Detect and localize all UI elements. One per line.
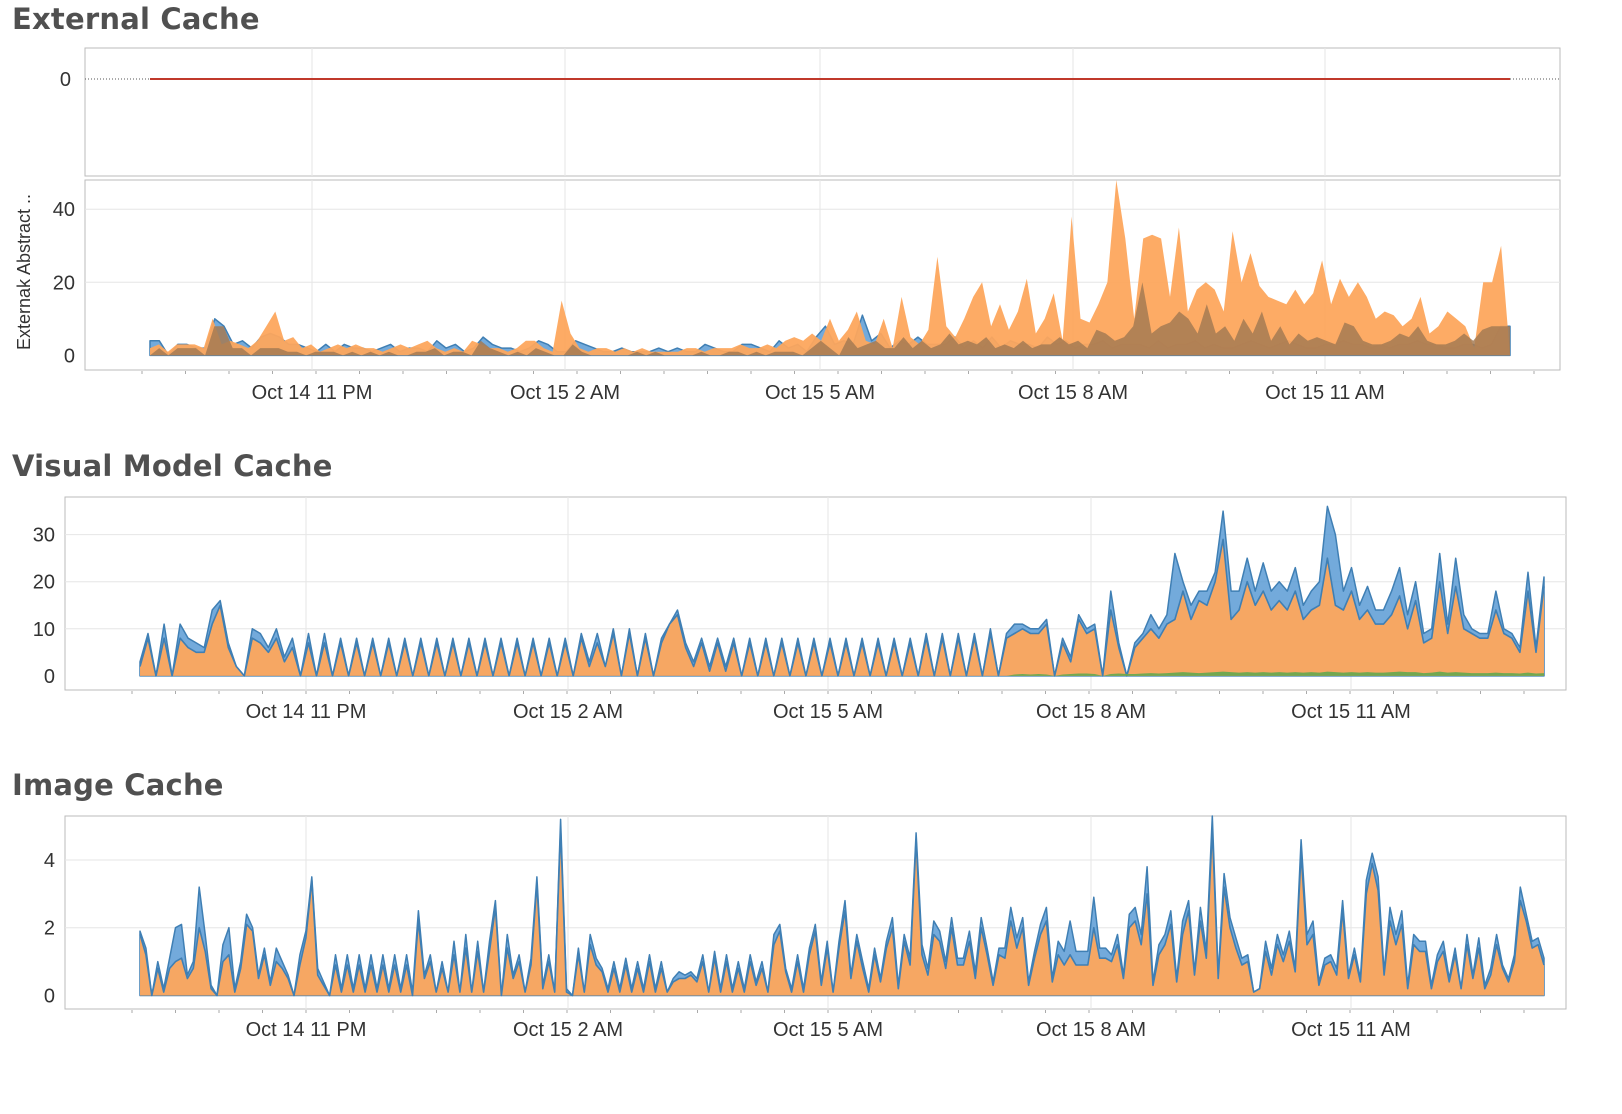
- ext-bottom-x-tick: Oct 14 11 PM: [252, 382, 373, 404]
- visual-model-series-green-area: [140, 671, 1544, 676]
- visual-model-x-tick: Oct 15 8 AM: [1036, 701, 1146, 723]
- image-cache-x-tick: Oct 15 8 AM: [1036, 1019, 1146, 1041]
- image-cache-y-tick: 4: [44, 850, 55, 872]
- ext-bottom-x-tick: Oct 15 2 AM: [510, 382, 620, 404]
- ext-bottom-plot-frame: [84, 179, 1561, 371]
- ext-bottom-series-orange-area: [150, 180, 1510, 356]
- image-cache-x-tick: Oct 14 11 PM: [246, 1019, 367, 1041]
- visual-model-plot-frame: [64, 496, 1567, 691]
- ext-top-y-axis-label: External Ca: [18, 52, 38, 147]
- ext-bottom-x-tick: Oct 15 8 AM: [1018, 382, 1128, 404]
- image-cache-y-tick: 2: [44, 918, 55, 940]
- ext-bottom-x-tick: Oct 15 5 AM: [765, 382, 875, 404]
- section-title-image-cache: Image Cache: [12, 768, 224, 802]
- visual-model-y-tick: 10: [33, 619, 55, 641]
- visual-model-x-tick: Oct 14 11 PM: [246, 701, 367, 723]
- visual-model-x-tick: Oct 15 11 AM: [1291, 701, 1411, 723]
- image-cache-y-tick: 0: [44, 985, 55, 1007]
- section-title-external-cache: External Cache: [12, 2, 260, 36]
- image-cache-x-tick: Oct 15 5 AM: [773, 1019, 883, 1041]
- ext-bottom-series-brown-area: [150, 282, 1510, 356]
- section-title-visual-model-cache: Visual Model Cache: [12, 449, 333, 483]
- image-cache-series-orange-area: [140, 829, 1544, 996]
- ext-bottom-y-tick: 20: [53, 272, 75, 294]
- visual-model-y-tick: 0: [44, 666, 55, 688]
- image-cache-x-tick: Oct 15 2 AM: [513, 1019, 623, 1041]
- visual-model-y-tick: 20: [33, 572, 55, 594]
- image-cache-plot-frame: [64, 815, 1567, 1010]
- ext-top-plot-frame: [84, 47, 1561, 177]
- visual-model-x-tick: Oct 15 5 AM: [773, 701, 883, 723]
- image-cache-series-orange-line: [139, 828, 1545, 997]
- visual-model-x-tick: Oct 15 2 AM: [513, 701, 623, 723]
- visual-model-series-orange-line: [139, 538, 1545, 677]
- ext-bottom-y-tick: 0: [64, 345, 75, 367]
- ext-bottom-y-tick: 40: [53, 199, 75, 221]
- visual-model-y-tick: 30: [33, 525, 55, 547]
- ext-bottom-y-axis-label: Externak Abstract ..: [14, 194, 34, 350]
- visual-model-series-orange-area: [140, 539, 1544, 676]
- image-cache-x-tick: Oct 15 11 AM: [1291, 1019, 1411, 1041]
- ext-top-y-tick: 0: [60, 69, 71, 91]
- ext-bottom-x-tick: Oct 15 11 AM: [1265, 382, 1385, 404]
